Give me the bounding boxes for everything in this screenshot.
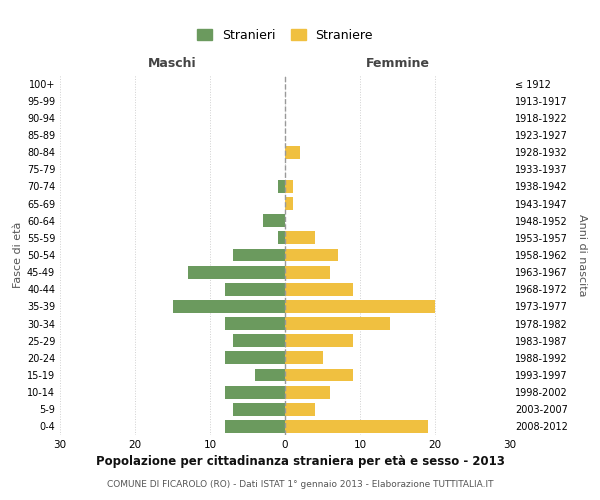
Text: Popolazione per cittadinanza straniera per età e sesso - 2013: Popolazione per cittadinanza straniera p…: [95, 455, 505, 468]
Bar: [285, 334, 353, 347]
Bar: [285, 248, 337, 262]
Bar: [285, 386, 330, 398]
Text: Maschi: Maschi: [148, 57, 197, 70]
Bar: [233, 334, 285, 347]
Bar: [285, 300, 435, 313]
Bar: [277, 180, 285, 193]
Y-axis label: Anni di nascita: Anni di nascita: [577, 214, 587, 296]
Bar: [285, 232, 315, 244]
Bar: [285, 283, 353, 296]
Bar: [285, 197, 293, 210]
Bar: [285, 352, 323, 364]
Text: Femmine: Femmine: [365, 57, 430, 70]
Bar: [233, 403, 285, 415]
Bar: [225, 420, 285, 433]
Bar: [225, 283, 285, 296]
Bar: [225, 386, 285, 398]
Bar: [285, 420, 427, 433]
Bar: [285, 317, 390, 330]
Bar: [285, 403, 315, 415]
Bar: [225, 352, 285, 364]
Bar: [285, 180, 293, 193]
Bar: [233, 248, 285, 262]
Bar: [187, 266, 285, 278]
Bar: [285, 266, 330, 278]
Bar: [263, 214, 285, 227]
Bar: [255, 368, 285, 382]
Text: COMUNE DI FICAROLO (RO) - Dati ISTAT 1° gennaio 2013 - Elaborazione TUTTITALIA.I: COMUNE DI FICAROLO (RO) - Dati ISTAT 1° …: [107, 480, 493, 489]
Bar: [285, 146, 300, 158]
Bar: [285, 368, 353, 382]
Bar: [173, 300, 285, 313]
Legend: Stranieri, Straniere: Stranieri, Straniere: [192, 24, 378, 46]
Bar: [277, 232, 285, 244]
Y-axis label: Fasce di età: Fasce di età: [13, 222, 23, 288]
Bar: [225, 317, 285, 330]
